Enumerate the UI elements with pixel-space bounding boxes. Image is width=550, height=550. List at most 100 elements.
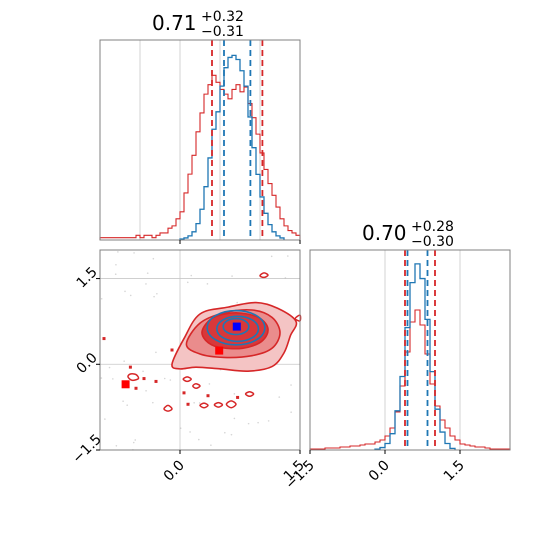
background-sample-point <box>208 383 211 385</box>
background-sample-point <box>155 351 157 354</box>
background-sample-point <box>115 263 117 266</box>
background-sample-point <box>123 360 125 362</box>
background-sample-point <box>108 366 111 369</box>
background-sample-point <box>290 384 292 386</box>
background-sample-point <box>278 396 281 398</box>
background-sample-point <box>247 422 250 425</box>
background-sample-point <box>287 255 289 257</box>
background-sample-point <box>257 421 259 424</box>
background-sample-point <box>134 439 137 441</box>
contour-blue <box>216 315 260 343</box>
background-sample-point <box>267 420 270 422</box>
y-tick-label: 1.5 <box>74 264 101 291</box>
x-tick-label: 0.0 <box>161 458 188 485</box>
red-square-1 <box>121 380 130 389</box>
red-sample-point <box>154 379 158 383</box>
contour-red-island <box>192 382 201 390</box>
background-sample-point <box>210 444 212 446</box>
background-sample-point <box>112 378 114 380</box>
contour-blue <box>222 317 250 336</box>
background-sample-point <box>104 418 106 420</box>
red-sample-point <box>170 348 174 352</box>
title-top-left-plus: +0.32 <box>201 9 244 25</box>
red-sample-point <box>236 395 240 399</box>
panel-frame <box>309 249 511 451</box>
background-sample-point <box>126 404 129 407</box>
title-bottom-right-plus: +0.28 <box>411 219 454 235</box>
background-sample-point <box>146 272 149 274</box>
background-sample-point <box>224 431 226 434</box>
background-sample-point <box>163 377 166 380</box>
background-sample-point <box>133 252 135 254</box>
background-sample-point <box>233 393 236 395</box>
title-top-left-main: 0.71 <box>152 11 197 35</box>
background-sample-point <box>169 379 172 381</box>
histogram-blue-series <box>374 263 456 450</box>
background-sample-point <box>186 281 189 284</box>
contour-red-island <box>127 373 140 382</box>
background-sample-point <box>153 295 155 298</box>
red-square-2 <box>215 346 224 355</box>
panel-frame <box>99 249 301 451</box>
background-sample-point <box>132 441 135 444</box>
x-tick-label: 0.0 <box>366 458 393 485</box>
histogram-red-series <box>99 74 301 240</box>
title-bottom-right-minus: −0.30 <box>411 234 454 250</box>
red-sample-point <box>186 402 190 406</box>
contour-red-island <box>213 401 224 408</box>
background-sample-point <box>290 411 292 413</box>
background-sample-point <box>231 275 233 277</box>
contour-red-island <box>259 272 269 279</box>
contour-red-island <box>163 404 173 412</box>
contour-red-island <box>294 314 302 322</box>
red-sample-point <box>142 377 146 381</box>
background-sample-point <box>115 444 118 447</box>
background-sample-point <box>142 370 144 373</box>
x-tick-label: 1.5 <box>441 458 468 485</box>
red-sample-point <box>134 386 138 390</box>
panel-frame <box>99 39 301 241</box>
background-sample-point <box>100 297 103 300</box>
background-sample-point <box>198 402 201 404</box>
contour-red-inner <box>201 312 269 350</box>
contour-red-island <box>182 376 192 383</box>
background-sample-point <box>233 417 236 420</box>
background-sample-point <box>190 274 193 277</box>
background-sample-point <box>117 251 119 253</box>
contour-red-island <box>225 400 237 409</box>
background-sample-point <box>152 401 154 404</box>
red-sample-point <box>128 365 132 369</box>
background-sample-point <box>270 255 273 258</box>
background-sample-point <box>145 389 147 392</box>
background-sample-point <box>114 273 117 276</box>
x-tick-label: −1.5 <box>282 458 317 493</box>
background-sample-point <box>236 301 238 304</box>
red-sample-point <box>206 394 210 398</box>
contour-blue <box>206 309 266 346</box>
panel-top-left-histogram <box>99 39 301 244</box>
histogram-red-series <box>309 309 511 450</box>
title-bottom-right-main: 0.70 <box>362 221 407 245</box>
background-sample-point <box>145 283 147 285</box>
background-sample-point <box>100 377 103 379</box>
background-sample-point <box>230 433 233 436</box>
histogram-blue-series <box>179 54 285 240</box>
background-sample-point <box>193 401 195 404</box>
background-sample-point <box>152 257 155 260</box>
background-sample-point <box>179 427 182 429</box>
blue-square <box>232 322 241 331</box>
background-sample-point <box>129 294 132 297</box>
contour-red-island <box>199 402 209 409</box>
background-sample-point <box>198 438 200 441</box>
background-sample-point <box>124 290 126 293</box>
background-sample-point <box>122 400 124 403</box>
y-tick-label: 0.0 <box>74 350 101 377</box>
background-sample-point <box>206 283 209 285</box>
red-sample-point <box>182 391 186 395</box>
panel-bottom-left-contour: 0.0 1.5−1.50.01.5 <box>69 249 308 485</box>
contour-red-island <box>244 390 255 398</box>
panel-bottom-right-histogram: −1.5 0.0 1.5 <box>282 249 511 493</box>
title-top-left-minus: −0.31 <box>201 24 244 40</box>
background-sample-point <box>156 292 158 295</box>
